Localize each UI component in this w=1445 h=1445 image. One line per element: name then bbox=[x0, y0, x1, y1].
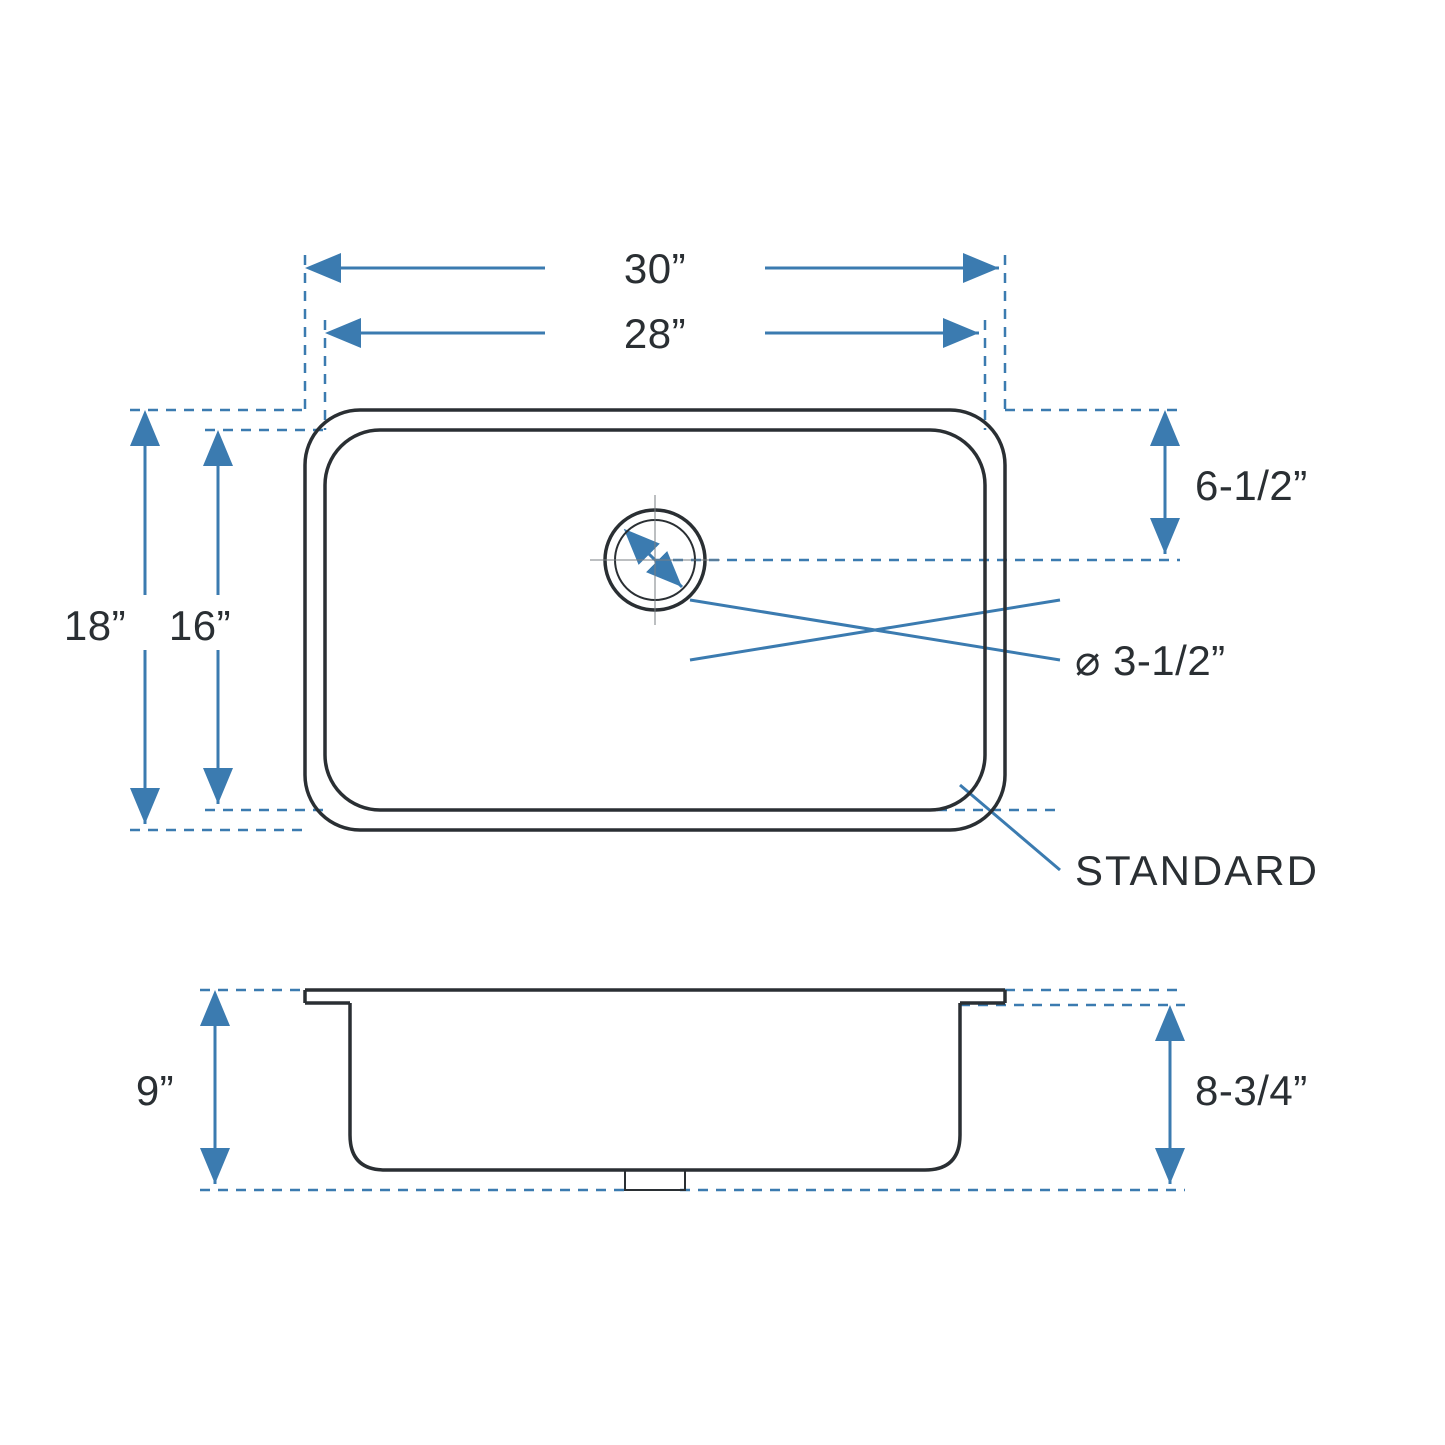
dim-drain-dia: ⌀ 3-1/2” bbox=[1075, 637, 1226, 684]
label-standard: STANDARD bbox=[1075, 847, 1319, 894]
dim-inner-height: 16” bbox=[169, 602, 231, 649]
sink-side-profile bbox=[305, 990, 1005, 1190]
dim-outer-width: 30” bbox=[624, 245, 686, 292]
dim-drain-offset: 6-1/2” bbox=[1195, 462, 1308, 509]
dim-depth-bowl: 8-3/4” bbox=[1195, 1067, 1308, 1114]
dim-outer-height: 18” bbox=[64, 602, 126, 649]
dim-inner-width: 28” bbox=[624, 310, 686, 357]
dim-depth-overall: 9” bbox=[136, 1067, 174, 1114]
technical-drawing: 30” 28” 18” 16” 6-1/2” ⌀ 3-1/2” STANDARD… bbox=[0, 0, 1445, 1445]
